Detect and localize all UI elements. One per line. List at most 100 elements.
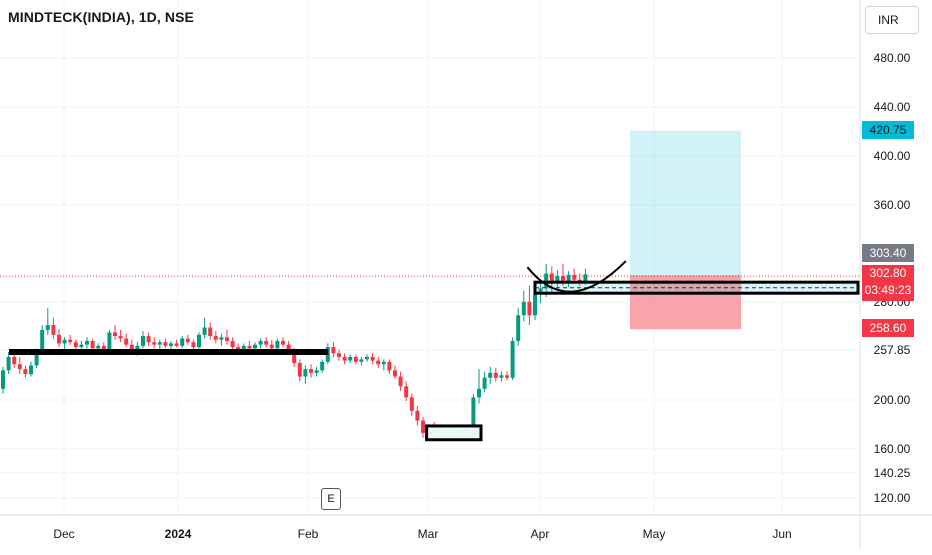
x-tick-label: Jun [772,527,791,541]
candle [62,337,67,350]
candle-body [303,369,308,377]
candle [1,366,5,394]
current-price-tag: 302.80 03:49:23 [862,265,914,301]
candle-body [57,334,61,344]
candle-body [359,359,364,362]
candle-body [124,338,129,345]
candle-body [533,294,537,316]
candle-body [230,340,235,348]
symbol-title: MINDTECK(INDIA), 1D, NSE [8,9,194,25]
candle-body [236,347,241,351]
y-tick-label: 480.00 [874,51,911,65]
candle [331,342,336,357]
position-zones [0,130,860,330]
candle [197,332,201,350]
candle-body [163,342,168,346]
stop-price-tag: 258.60 [862,319,914,337]
y-tick-label: 120.00 [874,491,911,505]
candle-body [505,375,509,378]
candle [549,266,554,295]
bar-countdown: 03:49:23 [864,283,912,297]
candle [68,334,73,345]
candle-body [258,340,263,345]
candle [12,353,17,368]
candle [297,359,302,382]
candle [264,337,269,348]
candle-body [174,343,179,346]
candle-body [286,344,291,352]
candle [17,356,22,375]
candle [566,271,571,288]
candle-body [527,301,532,316]
candle [365,354,369,362]
candle [348,354,353,364]
candle [409,393,414,416]
candle [482,371,487,393]
candle-body [572,274,577,280]
support-line [9,349,329,355]
candle-body [62,339,67,344]
candle [421,416,425,438]
candle-body [482,377,487,389]
candle [29,361,33,377]
candle [516,307,521,346]
candle [191,339,196,350]
candle [258,338,263,349]
candle [85,337,89,349]
candle-body [247,345,252,349]
candle [505,371,509,381]
x-tick-label: Mar [418,527,439,541]
candle [309,364,313,378]
earnings-marker[interactable]: E [321,488,341,510]
candle-body [398,376,403,387]
candle-body [180,338,185,346]
candle-body [12,356,17,365]
candle [404,381,409,401]
target-zone [630,130,741,276]
candle [303,365,308,384]
candle-body [381,361,386,365]
candle-body [169,343,173,346]
candle [40,325,45,354]
candle-body [6,356,11,371]
candle-body [269,344,274,349]
candle-body [376,360,381,365]
candle-body [225,337,229,341]
x-tick-label: Apr [531,527,550,541]
candle [488,366,493,384]
x-tick-label: Feb [298,527,319,541]
candle-body [555,276,560,281]
target-price-tag: 420.75 [862,121,914,139]
candle-body [415,410,420,421]
cup-arc [526,260,627,293]
candle [415,405,420,426]
candle-body [253,344,257,349]
candle-body [348,356,353,361]
candle [359,356,364,366]
candle-body [370,356,375,361]
candle-body [241,345,246,351]
candle [6,352,11,375]
candle [163,338,168,349]
candle [281,337,285,348]
currency-selector[interactable]: INR [865,6,919,34]
candle [45,307,50,335]
y-tick-label: 400.00 [874,149,911,163]
candle [471,393,476,431]
candle-body [331,347,336,354]
candle [73,339,78,350]
drawings[interactable] [9,260,860,442]
candle-body [583,274,588,283]
candle [213,331,218,344]
candle-body [101,345,106,352]
candle-body [561,276,565,281]
candle-body [510,340,515,378]
candle [510,337,515,381]
y-tick-label: 140.25 [874,466,911,480]
candle-body [488,372,493,378]
stop-zone [630,275,741,330]
y-tick-label: 160.00 [874,442,911,456]
y-tick-label: 360.00 [874,198,911,212]
